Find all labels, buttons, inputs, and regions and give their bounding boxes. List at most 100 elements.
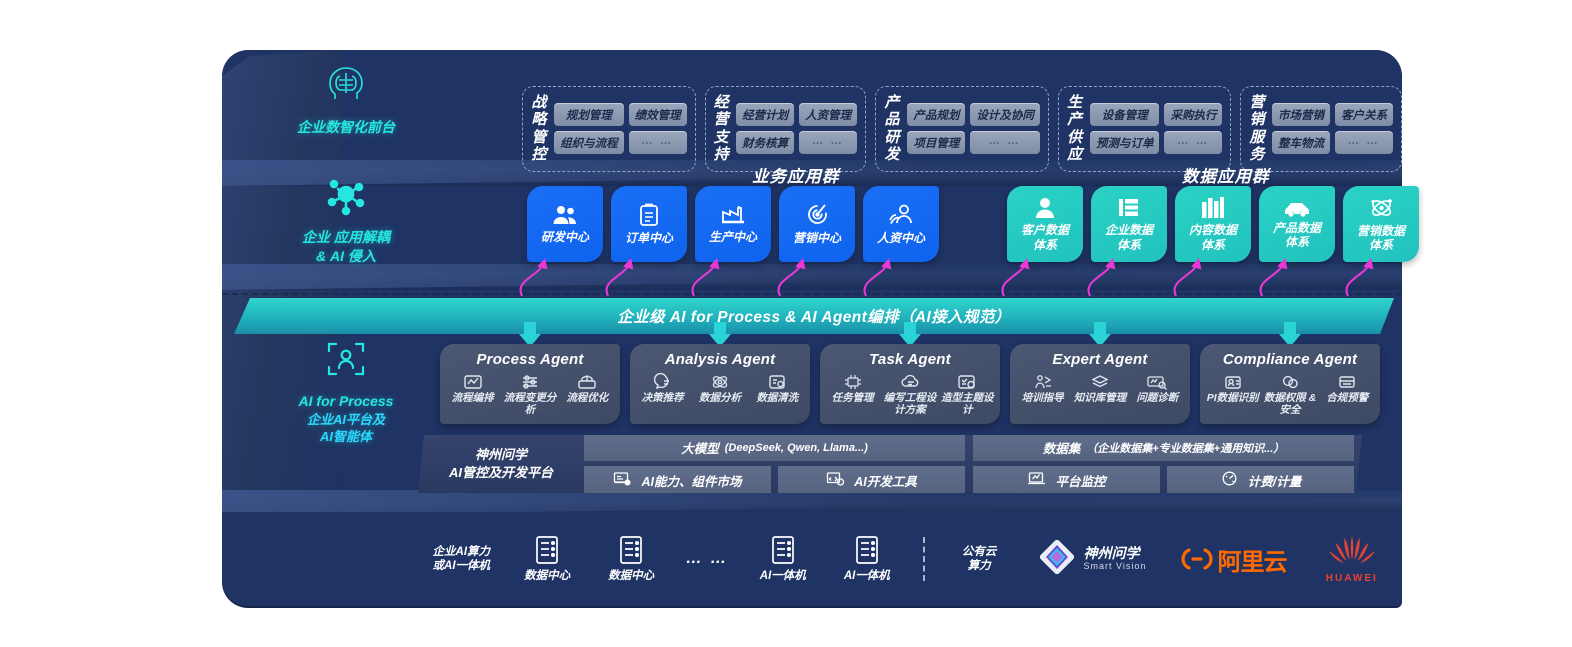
group-name: 经营 支持: [713, 94, 730, 164]
capability-group[interactable]: 经营 支持 经营计划 人资管理 财务核算 … …: [704, 86, 867, 172]
bars-icon: [1201, 196, 1225, 219]
data-card-customer[interactable]: 客户数据 体系: [1007, 186, 1083, 262]
agent-feature[interactable]: 数据清洗: [749, 373, 805, 405]
agent-card-process[interactable]: Process Agent 流程编排 流程变更分析: [440, 344, 620, 424]
capability-chip[interactable]: 组织与流程: [554, 131, 624, 155]
agent-feature[interactable]: 问题诊断: [1129, 373, 1185, 405]
capability-chip[interactable]: 客户关系: [1335, 103, 1393, 127]
group-name: 营销 服务: [1249, 94, 1265, 164]
capability-chip-more[interactable]: … …: [1164, 131, 1223, 155]
capability-chip-more[interactable]: … …: [970, 131, 1040, 155]
agent-feature[interactable]: 数据分析: [692, 373, 748, 405]
capability-chip-more[interactable]: … …: [1335, 131, 1393, 155]
group-name: 战略 管控: [531, 94, 547, 164]
agent-feature[interactable]: 任务管理: [825, 373, 881, 405]
compute-item-ai-appliance-2[interactable]: AI一体机: [825, 535, 909, 583]
compute-item-datacenter-2[interactable]: 数据中心: [589, 535, 673, 583]
capability-chip[interactable]: 产品规划: [907, 103, 966, 127]
app-card-marketing[interactable]: 营销中心: [779, 186, 855, 262]
agent-feature[interactable]: 决策推荐: [635, 372, 691, 405]
app-card-rd[interactable]: 研发中心: [527, 186, 603, 262]
banner-text: 企业级 AI for Process & AI Agent编排（AI接入规范）: [617, 309, 1011, 326]
capability-chip[interactable]: 设备管理: [1089, 103, 1160, 127]
capability-chip[interactable]: 规划管理: [554, 103, 624, 127]
feature-label: 流程优化: [566, 392, 609, 404]
capability-chip[interactable]: 人资管理: [799, 103, 858, 127]
agent-card-expert[interactable]: Expert Agent 培训指导 知识库管理: [1010, 344, 1190, 424]
capability-chip[interactable]: 项目管理: [907, 131, 966, 155]
logo-huawei[interactable]: HUAWEI: [1302, 534, 1402, 584]
capability-group[interactable]: 生产 供应 设备管理 采购执行 预测与订单 … …: [1057, 86, 1232, 172]
feature-label: 数据清洗: [756, 392, 799, 404]
capability-chip[interactable]: 经营计划: [736, 103, 795, 127]
data-card-marketing[interactable]: 营销数据 体系: [1343, 186, 1419, 262]
data-card-enterprise[interactable]: 企业数据 体系: [1091, 186, 1167, 262]
capability-chip-more[interactable]: … …: [628, 131, 687, 155]
agent-feature[interactable]: PI数据识别: [1205, 373, 1261, 405]
data-app-cards: 客户数据 体系 企业数据 体系 内容数据 体系: [1007, 186, 1419, 262]
agent-feature[interactable]: 流程变更分析: [502, 373, 558, 416]
agent-card-task[interactable]: Task Agent 任务管理 编写工程设计方案: [820, 344, 1000, 424]
compute-divider: [923, 537, 926, 581]
layer-separator-3: [222, 490, 1402, 516]
compute-item-datacenter-1[interactable]: 数据中心: [505, 535, 589, 583]
dataset-bar-sub: （企业数据集+专业数据集+通用知识...）: [1086, 442, 1285, 455]
capability-chip[interactable]: 预测与订单: [1089, 131, 1160, 155]
agent-feature[interactable]: 合规预警: [1319, 373, 1375, 405]
sliders-icon: [502, 373, 558, 391]
app-card-order[interactable]: 订单中心: [611, 186, 687, 262]
item-label: 数据中心: [524, 569, 571, 582]
agent-feature[interactable]: 造型主题设计: [939, 373, 995, 416]
agent-feature[interactable]: 知识库管理: [1072, 373, 1128, 405]
platform-tile-monitor[interactable]: 平台监控: [973, 466, 1160, 493]
agent-feature[interactable]: 流程编排: [445, 373, 501, 405]
feature-label: 问题诊断: [1136, 392, 1179, 404]
ai-platform-strip: 神州问学 AI管控及开发平台 大模型 (DeepSeek, Qwen, Llam…: [418, 435, 1362, 493]
platform-tile-billing[interactable]: 计费/计量: [1167, 466, 1354, 493]
agent-feature[interactable]: 流程优化: [559, 373, 615, 405]
agent-name: Task Agent: [869, 351, 951, 368]
layer-label-text: 企业数智化前台: [297, 118, 395, 135]
feature-label: PI数据识别: [1206, 392, 1259, 404]
capability-chip[interactable]: 财务核算: [736, 131, 795, 155]
user-icon: [1034, 196, 1056, 219]
business-group-title: 业务应用群: [752, 168, 840, 186]
capability-group[interactable]: 产品 研发 产品规划 设计及协同 项目管理 … …: [875, 86, 1049, 172]
capability-chip[interactable]: 市场营销: [1272, 103, 1330, 127]
compute-item-public-cloud: 公有云 算力: [961, 545, 997, 572]
agent-feature[interactable]: 数据权限 & 安全: [1262, 373, 1318, 416]
agent-name: Analysis Agent: [664, 351, 776, 368]
data-card-product[interactable]: 产品数据 体系: [1259, 186, 1335, 262]
capability-group[interactable]: 营销 服务 市场营销 客户关系 整车物流 … …: [1240, 86, 1402, 172]
person-chart-icon: [888, 203, 914, 227]
server-icon: [533, 535, 561, 565]
atom-analysis-icon: [692, 373, 748, 391]
app-card-production[interactable]: 生产中心: [695, 186, 771, 262]
task-net-icon: [825, 373, 881, 391]
agent-feature[interactable]: 培训指导: [1015, 373, 1071, 405]
market-icon: [613, 470, 632, 490]
capability-chip[interactable]: 整车物流: [1272, 131, 1330, 155]
capability-chip-more[interactable]: … …: [799, 131, 858, 155]
data-card-content[interactable]: 内容数据 体系: [1175, 186, 1251, 262]
agent-card-compliance[interactable]: Compliance Agent PI数据识别 数据权限 & 安全: [1200, 344, 1380, 424]
tile-label: 计费/计量: [1247, 474, 1302, 489]
layer-label-text: AI for Process: [298, 392, 394, 409]
platform-tile-market[interactable]: AI能力、组件市场: [584, 466, 771, 493]
dataset-bar[interactable]: 数据集 （企业数据集+专业数据集+通用知识...）: [973, 435, 1354, 461]
agent-card-analysis[interactable]: Analysis Agent 决策推荐 数据分析: [630, 344, 810, 424]
capability-chip[interactable]: 采购执行: [1164, 103, 1223, 127]
id-card-icon: [1205, 373, 1261, 391]
app-card-hr[interactable]: 人资中心: [863, 186, 939, 262]
compute-item-ai-appliance-1[interactable]: AI一体机: [741, 535, 825, 583]
platform-tile-devtool[interactable]: AI开发工具: [778, 466, 965, 493]
logo-shenzhou[interactable]: 神州问学 Smart Vision: [1018, 537, 1164, 582]
logo-aliyun[interactable]: 阿里云: [1165, 542, 1302, 577]
server-icon: [617, 535, 645, 565]
capability-chip[interactable]: 设计及协同: [970, 103, 1040, 127]
model-bar[interactable]: 大模型 (DeepSeek, Qwen, Llama...): [584, 435, 965, 461]
capability-chip[interactable]: 绩效管理: [628, 103, 687, 127]
shield-cloud-icon: [1262, 373, 1318, 391]
capability-group[interactable]: 战略 管控 规划管理 绩效管理 组织与流程 … …: [522, 86, 696, 172]
agent-feature[interactable]: 编写工程设计方案: [882, 373, 938, 416]
